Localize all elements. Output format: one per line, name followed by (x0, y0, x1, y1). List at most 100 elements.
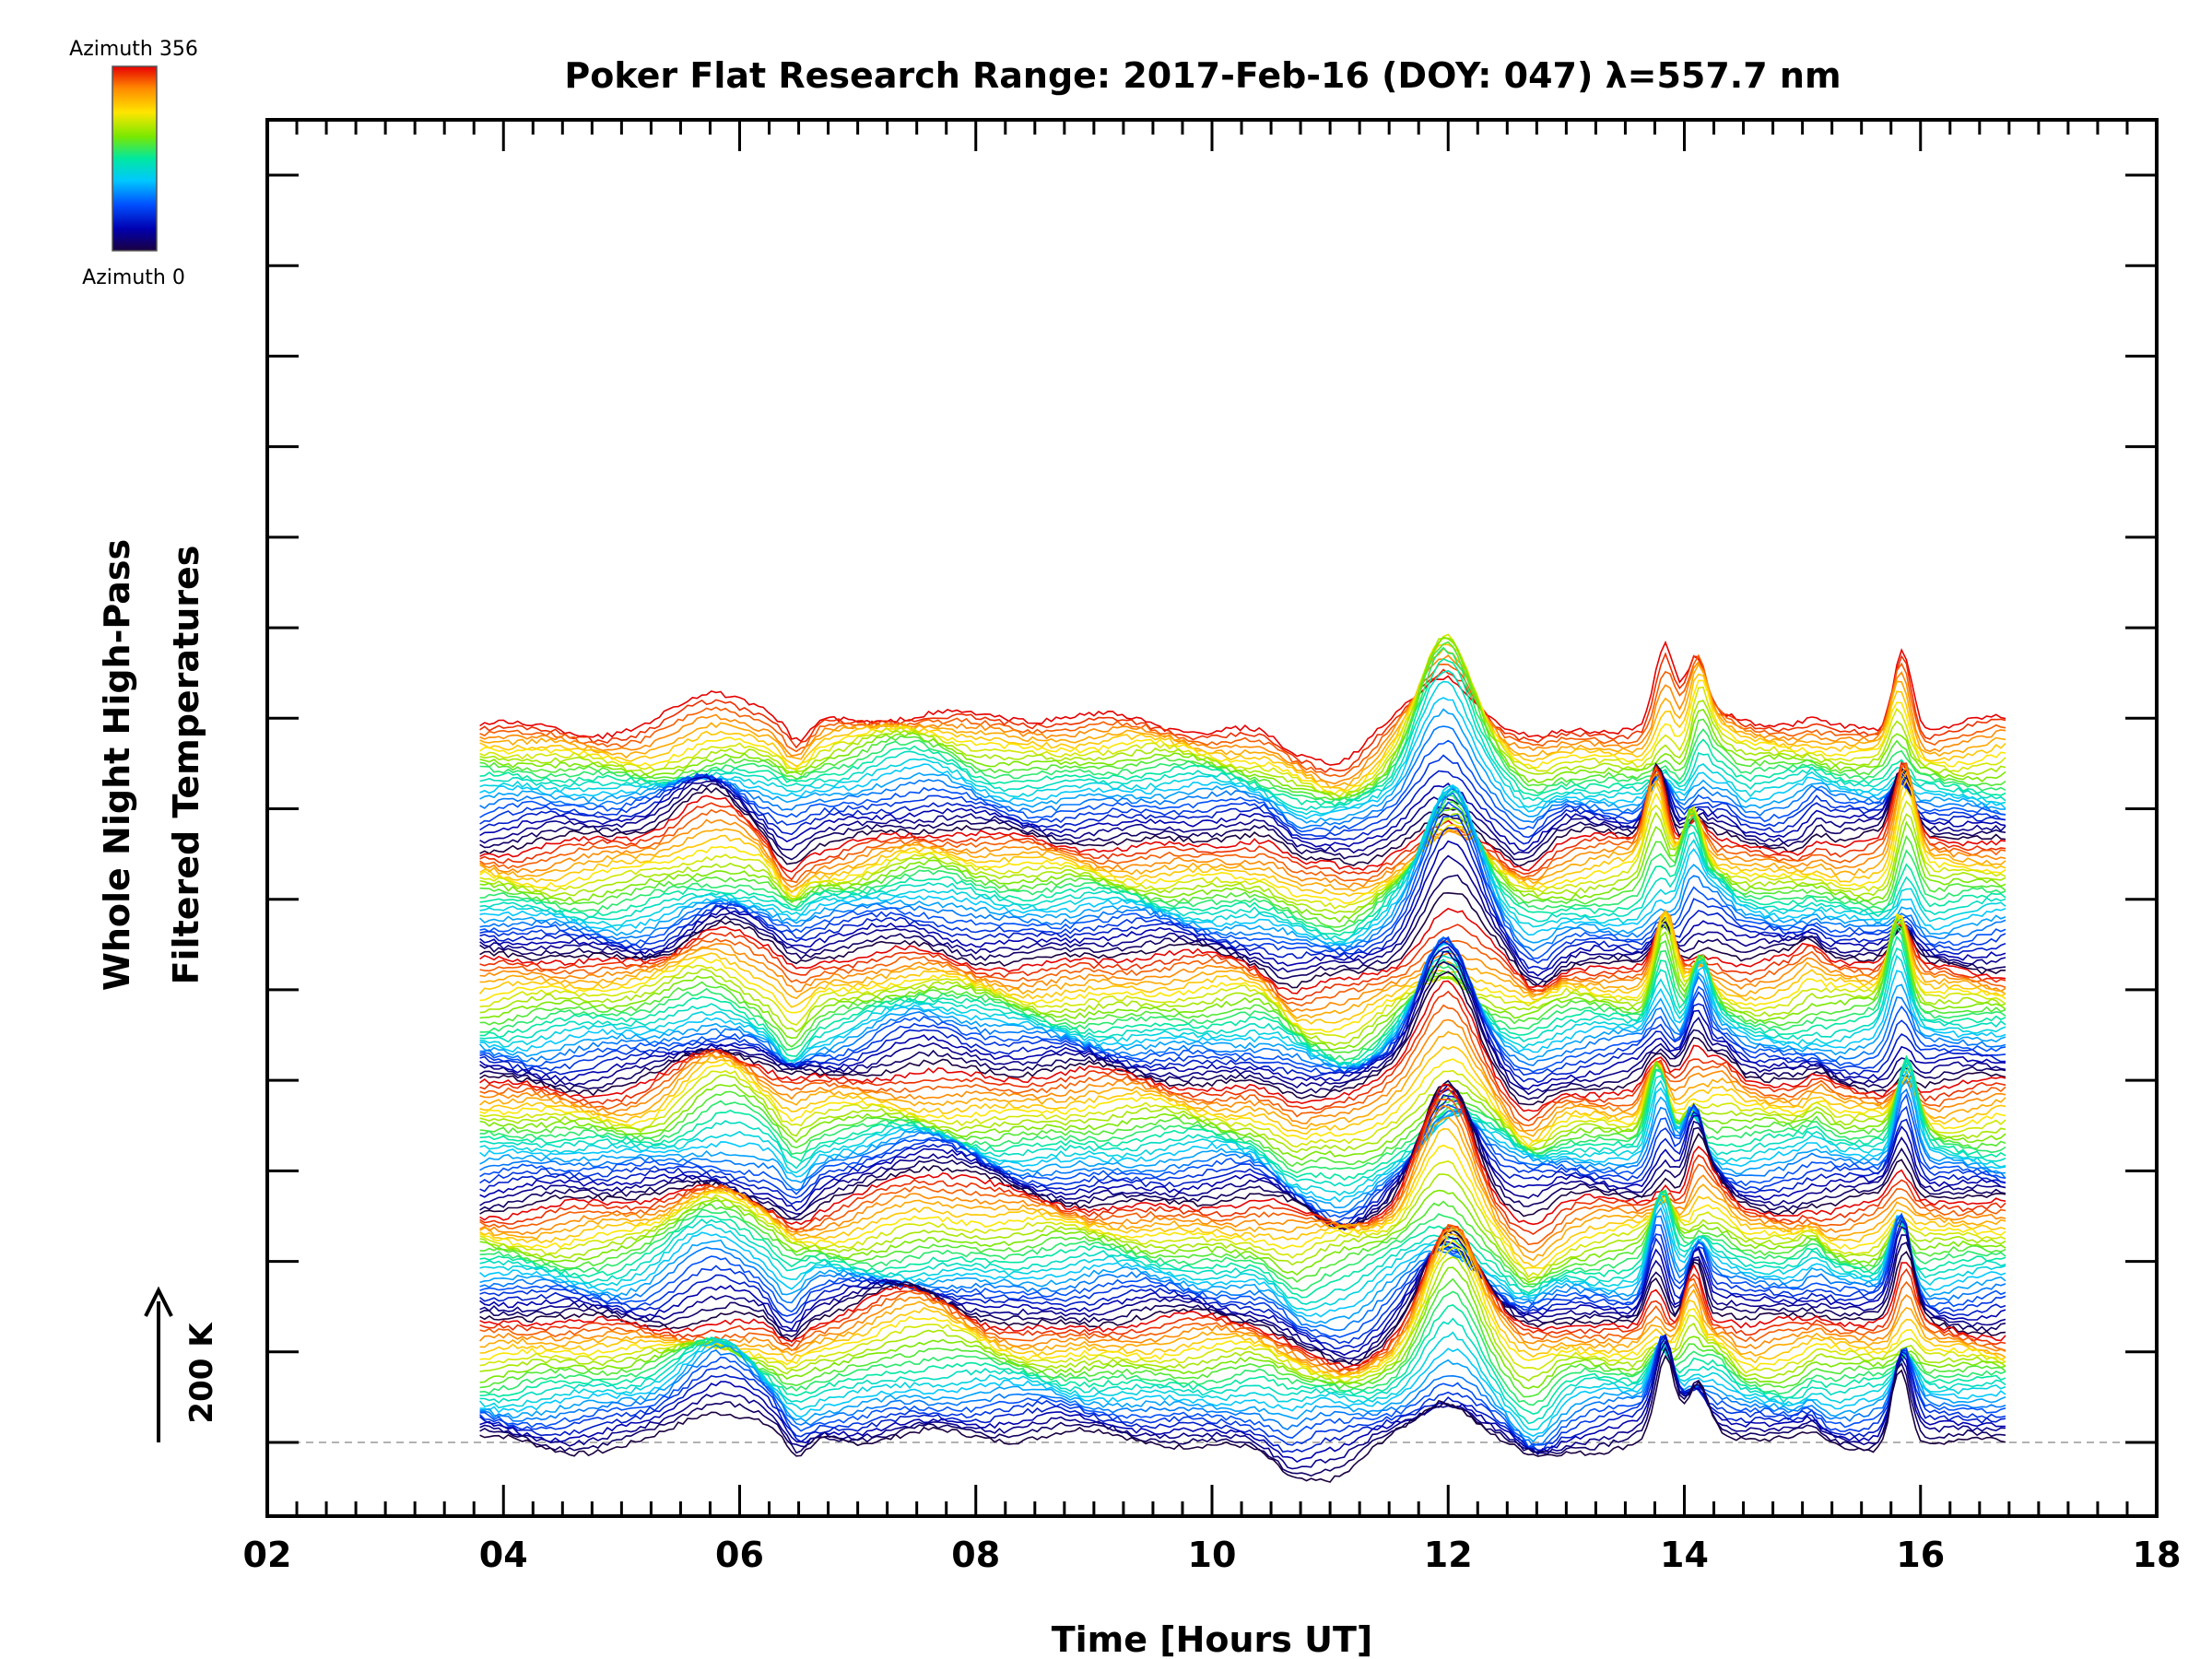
scale-bar-arrowhead (144, 1286, 173, 1317)
series-line-10 (478, 1331, 2006, 1431)
colorbar-bottom-label: Azimuth 0 (82, 266, 185, 289)
series-line-112 (479, 790, 2006, 936)
series-line-55 (479, 1096, 2006, 1224)
series-line-97 (479, 912, 2006, 1006)
series-line-132 (479, 725, 2006, 830)
series-line-95 (479, 909, 2006, 1019)
series-line-66 (479, 1064, 2006, 1153)
series-line-24 (479, 1226, 2006, 1369)
series-line-48 (479, 1087, 2006, 1236)
series-line-144 (479, 643, 2006, 792)
series-line-3 (479, 1335, 2006, 1464)
series-line-62 (479, 1055, 2006, 1182)
x-axis-label: Time [Hours UT] (1052, 1619, 1373, 1659)
series-line-19 (479, 1233, 2006, 1379)
series-line-147 (479, 653, 2006, 778)
series-line-71 (479, 1018, 2006, 1133)
series-line-65 (479, 1060, 2006, 1161)
series-line-104 (479, 827, 2006, 971)
series-line-146 (479, 654, 2006, 785)
colorbar-top-label: Azimuth 356 (69, 38, 198, 61)
series-line-52 (479, 1083, 2006, 1230)
series-line-35 (479, 1195, 2006, 1312)
colorbar-gradient (112, 65, 158, 252)
y-axis-label-line-1: Whole Night High-Pass (97, 539, 137, 991)
series-line-1 (479, 1346, 2006, 1477)
series-line-60 (479, 1063, 2006, 1196)
series-line-80 (479, 935, 2006, 1077)
series-line-64 (479, 1054, 2006, 1168)
series-line-108 (479, 786, 2006, 948)
series-line-126 (479, 762, 2006, 861)
series-line-88 (479, 925, 2006, 1062)
series-line-131 (479, 739, 2006, 833)
chart-title: Poker Flat Research Range: 2017-Feb-16 (… (564, 55, 1841, 96)
series-line-110 (479, 784, 2006, 944)
series-line-107 (479, 792, 2006, 952)
series-line-82 (479, 935, 2006, 1069)
tick-layer (265, 120, 2159, 1516)
series-line-149 (479, 640, 2006, 766)
series-line-2 (479, 1339, 2006, 1470)
x-tick-labels: 02 04 06 08 10 12 14 16 18 (243, 1535, 2182, 1575)
series-line-5 (479, 1334, 2006, 1452)
series-line-119 (479, 778, 2006, 898)
series-line-78 (479, 946, 2006, 1090)
series-line-56 (479, 1093, 2006, 1218)
series-line-32 (479, 1212, 2006, 1332)
series-line-114 (479, 800, 2006, 928)
series-line-136 (479, 669, 2006, 811)
series-line-99 (479, 907, 2006, 994)
series-line-141 (479, 637, 2006, 799)
series-line-121 (479, 765, 2006, 888)
x-tick-label: 10 (1188, 1535, 1237, 1575)
series-line-103 (479, 840, 2006, 977)
series-line-90 (479, 916, 2006, 1051)
series-line-115 (479, 806, 2006, 924)
series-line-68 (479, 1058, 2006, 1147)
series-line-118 (479, 788, 2006, 904)
series-line-25 (479, 1230, 2006, 1367)
series-line-105 (479, 814, 2006, 964)
series-line-11 (479, 1317, 2006, 1425)
series-line-63 (479, 1054, 2006, 1174)
series-line-128 (479, 769, 2006, 853)
series-line-92 (479, 915, 2006, 1039)
series-line-129 (479, 770, 2006, 845)
series-line-145 (479, 647, 2006, 789)
series-line-77 (479, 950, 2006, 1096)
series-line-57 (479, 1088, 2006, 1214)
series-line-44 (479, 1127, 2006, 1268)
series-line-34 (479, 1200, 2006, 1318)
colorbar-legend: Azimuth 356 Azimuth 0 (69, 38, 198, 289)
series-line-143 (479, 636, 2006, 795)
series-line-33 (479, 1206, 2006, 1324)
series-line-93 (479, 912, 2006, 1033)
series-line-75 (479, 971, 2006, 1106)
series-line-7 (479, 1335, 2006, 1447)
series-line-40 (479, 1189, 2006, 1284)
series-line-73 (479, 990, 2006, 1122)
series-line-109 (479, 784, 2006, 946)
x-tick-label: 02 (243, 1535, 292, 1575)
series-line-27 (479, 1234, 2006, 1359)
series-line-21 (479, 1226, 2006, 1376)
x-tick-label: 04 (479, 1535, 528, 1575)
scale-bar-label: 200 K (183, 1322, 220, 1424)
series-line-61 (479, 1058, 2006, 1187)
series-line-39 (479, 1189, 2006, 1286)
series-line-117 (479, 800, 2006, 910)
series-line-9 (479, 1339, 2006, 1438)
series-line-85 (479, 948, 2006, 1067)
series-line-36 (479, 1193, 2006, 1305)
series-line-148 (479, 652, 2006, 773)
series-line-96 (479, 910, 2006, 1013)
y-axis-label-line-2: Filtered Temperatures (166, 546, 206, 985)
x-tick-label: 14 (1660, 1535, 1709, 1575)
series-line-94 (478, 910, 2006, 1025)
series-line-134 (479, 697, 2006, 820)
series-line-122 (479, 762, 2006, 884)
series-line-84 (479, 943, 2006, 1070)
series-line-76 (479, 960, 2006, 1100)
